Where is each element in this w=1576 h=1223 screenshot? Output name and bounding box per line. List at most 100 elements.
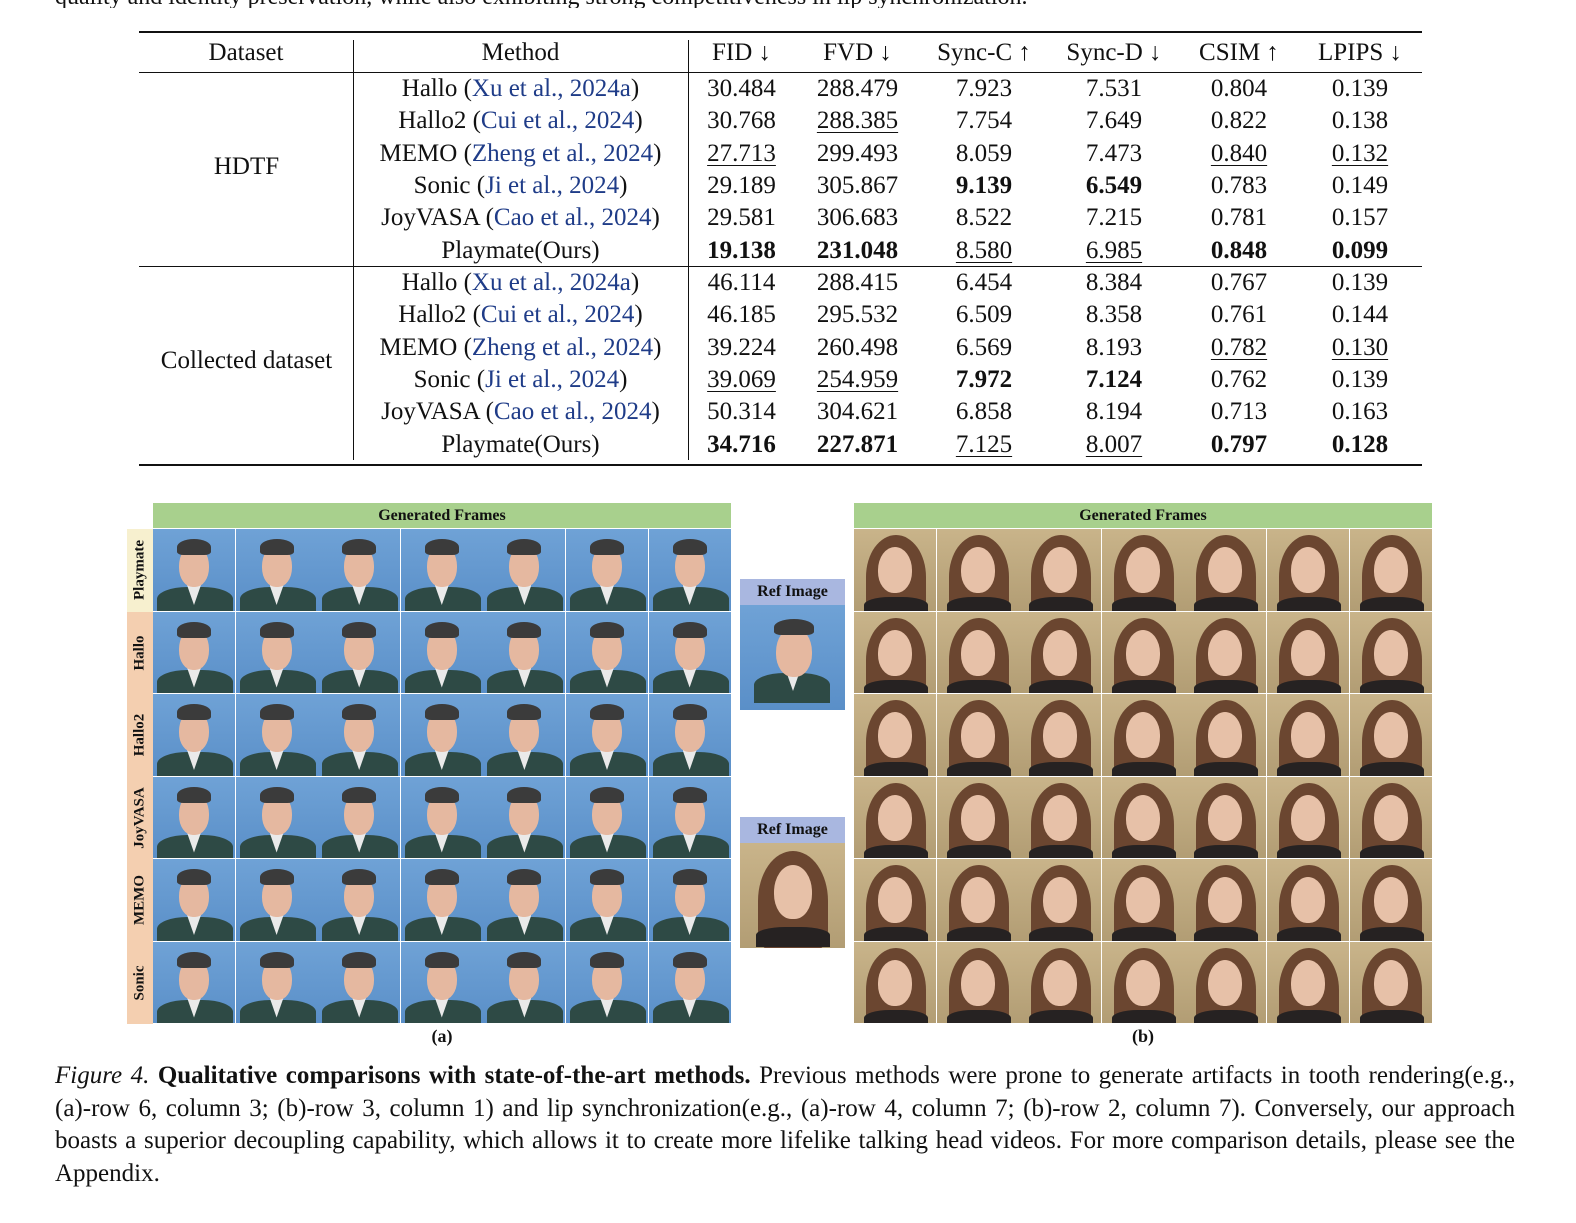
method-cell: Hallo2 (Cui et al., 2024): [353, 299, 688, 331]
metric-value: 288.479: [816, 75, 899, 102]
generated-frame: [854, 776, 936, 859]
generated-frames-header-a: Generated Frames: [153, 503, 731, 528]
generated-frame: [318, 611, 401, 694]
generated-frame: [483, 776, 566, 859]
metric-value: 305.867: [816, 171, 899, 199]
generated-frame: [936, 941, 1019, 1024]
metric-cell-csim: 0.781: [1180, 202, 1298, 234]
generated-frame: [566, 611, 648, 694]
metric-value: 254.959: [816, 365, 899, 393]
metric-cell-syncc: 7.923: [920, 73, 1048, 105]
metric-value: 8.580: [955, 236, 1013, 264]
metric-value: 295.532: [816, 301, 899, 329]
generated-frame: [1267, 776, 1349, 859]
metric-cell-lpips: 0.132: [1298, 138, 1422, 170]
method-citation[interactable]: Cao et al., 2024: [493, 204, 652, 232]
generated-frame: [936, 694, 1019, 776]
metric-cell-syncc: 7.125: [920, 429, 1048, 461]
row-label-hallo: Hallo: [127, 611, 153, 694]
generated-frame: [566, 776, 648, 859]
generated-frame: [1267, 941, 1349, 1024]
metric-value: 8.193: [1085, 333, 1143, 361]
metric-cell-lpips: 0.157: [1298, 202, 1422, 234]
metric-cell-fvd: 295.532: [795, 299, 920, 331]
generated-frame: [854, 694, 936, 776]
method-citation[interactable]: Cui et al., 2024: [480, 301, 635, 329]
metric-cell-syncc: 8.059: [920, 138, 1048, 170]
metric-cell-fid: 46.185: [688, 299, 795, 331]
generated-frame: [1019, 776, 1102, 859]
metric-cell-fid: 29.581: [688, 202, 795, 234]
method-paren: ): [653, 139, 662, 167]
method-cell: JoyVASA (Cao et al., 2024): [353, 396, 688, 428]
metric-cell-fvd: 260.498: [795, 332, 920, 364]
metric-value: 0.781: [1210, 204, 1268, 232]
generated-frame: [566, 859, 648, 941]
metric-value: 288.385: [816, 107, 899, 135]
metric-value: 0.138: [1331, 107, 1389, 135]
generated-frame: [483, 611, 566, 694]
method-cell: JoyVASA (Cao et al., 2024): [353, 202, 688, 234]
metric-cell-lpips: 0.128: [1298, 429, 1422, 461]
metric-cell-csim: 0.782: [1180, 332, 1298, 364]
method-citation[interactable]: Zheng et al., 2024: [471, 139, 654, 167]
method-paren: ): [619, 171, 628, 199]
table-group-rule: [139, 266, 1422, 267]
metric-value: 34.716: [707, 430, 776, 458]
metric-value: 50.314: [707, 398, 776, 426]
metric-value: 8.007: [1085, 430, 1143, 458]
metric-cell-csim: 0.797: [1180, 429, 1298, 461]
metric-cell-fid: 39.224: [688, 332, 795, 364]
method-name: Playmate(Ours): [441, 236, 600, 264]
generated-frame: [648, 694, 731, 776]
metric-cell-syncd: 8.194: [1048, 396, 1180, 428]
metric-cell-fvd: 288.415: [795, 267, 920, 299]
metric-value: 8.358: [1085, 301, 1143, 329]
generated-frame: [1101, 529, 1184, 611]
metric-cell-syncd: 7.473: [1048, 138, 1180, 170]
metric-cell-syncc: 6.858: [920, 396, 1048, 428]
row-label-text: JoyVASA: [131, 787, 148, 849]
table-vrule-dataset: [353, 40, 354, 460]
method-citation[interactable]: Xu et al., 2024a: [471, 75, 631, 102]
method-citation[interactable]: Zheng et al., 2024: [471, 333, 654, 361]
row-label-joyvasa: JoyVASA: [127, 776, 153, 859]
generated-frame: [936, 611, 1019, 694]
method-citation[interactable]: Ji et al., 2024: [485, 171, 620, 199]
metric-cell-syncc: 8.580: [920, 235, 1048, 267]
header-csim: CSIM ↑: [1199, 39, 1279, 66]
generated-frame: [483, 859, 566, 941]
generated-frame: [648, 776, 731, 859]
metric-cell-fvd: 254.959: [795, 364, 920, 396]
metric-value: 27.713: [707, 139, 776, 167]
metric-value: 0.804: [1210, 75, 1268, 102]
metric-value: 0.782: [1210, 333, 1268, 361]
metric-value: 0.767: [1210, 269, 1268, 296]
generated-frame: [566, 941, 648, 1024]
method-citation[interactable]: Xu et al., 2024a: [471, 269, 631, 296]
generated-frame: [153, 694, 235, 776]
metric-cell-syncc: 6.569: [920, 332, 1048, 364]
metric-cell-syncc: 7.972: [920, 364, 1048, 396]
method-citation[interactable]: Cao et al., 2024: [493, 398, 652, 426]
metric-cell-fid: 50.314: [688, 396, 795, 428]
metric-value: 7.972: [955, 365, 1013, 393]
metric-value: 6.858: [955, 398, 1013, 426]
method-cell: MEMO (Zheng et al., 2024): [353, 138, 688, 170]
generated-frame: [1349, 859, 1432, 941]
metric-cell-syncd: 6.985: [1048, 235, 1180, 267]
generated-frame: [1184, 611, 1267, 694]
method-name: MEMO (: [379, 139, 472, 167]
generated-frame: [235, 611, 318, 694]
generated-frame: [1267, 611, 1349, 694]
method-citation[interactable]: Cui et al., 2024: [480, 107, 635, 135]
metric-value: 30.484: [707, 75, 776, 102]
generated-frame: [1101, 776, 1184, 859]
row-label-text: Hallo2: [131, 713, 148, 757]
row-label-text: Playmate: [131, 540, 148, 601]
method-citation[interactable]: Ji et al., 2024: [485, 365, 620, 393]
generated-frame: [1019, 859, 1102, 941]
method-cell: Playmate(Ours): [353, 429, 688, 461]
ref-image-a: [740, 605, 845, 710]
metric-cell-syncc: 7.754: [920, 105, 1048, 137]
